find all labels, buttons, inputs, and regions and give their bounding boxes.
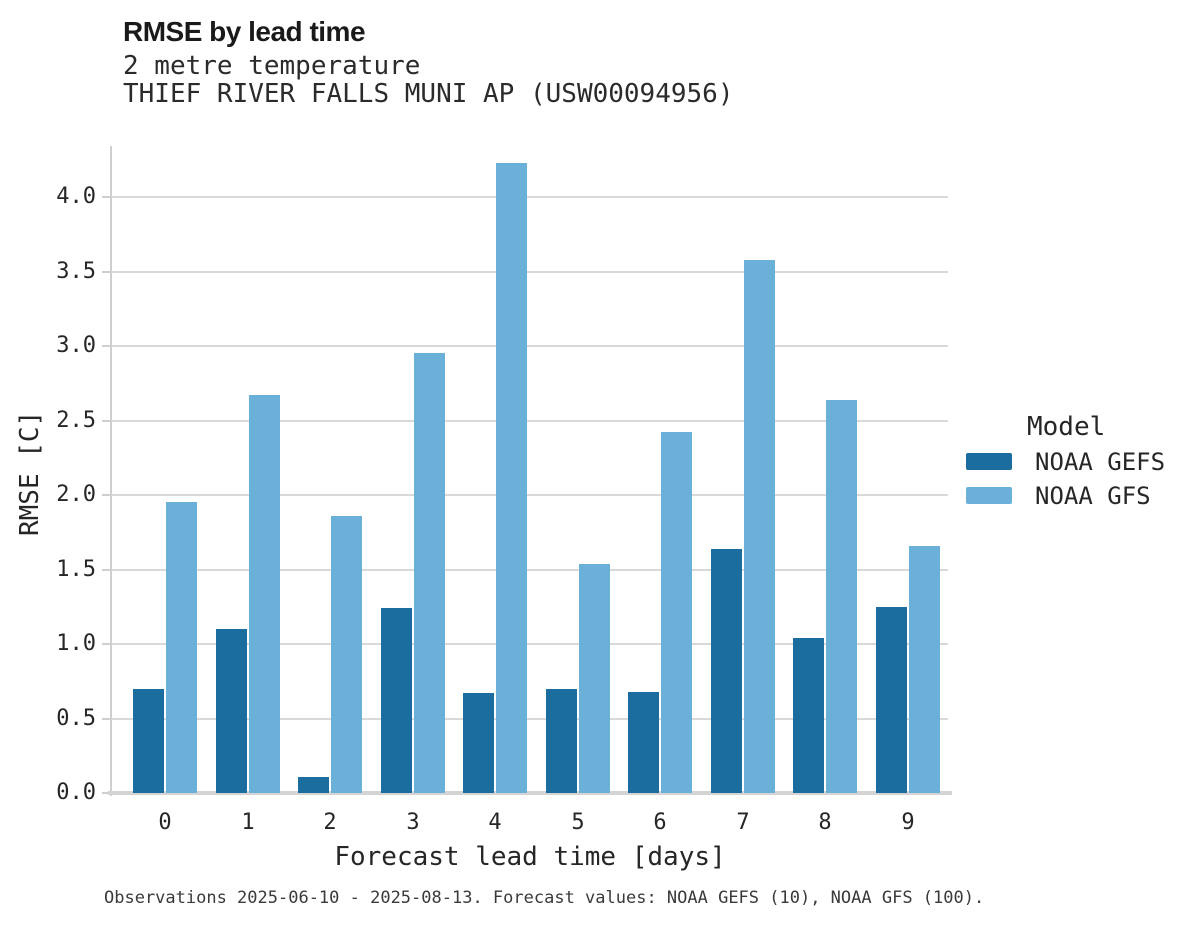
bar-noaa-gefs-lead-0	[133, 689, 164, 793]
y-tick-mark	[102, 345, 110, 347]
x-tick-label: 6	[653, 810, 667, 835]
x-tick-label: 1	[241, 810, 255, 835]
bar-noaa-gfs-lead-2	[331, 516, 362, 793]
y-tick-label: 3.5	[56, 259, 96, 284]
bar-noaa-gefs-lead-5	[546, 689, 577, 793]
x-tick-label: 7	[736, 810, 750, 835]
bar-noaa-gfs-lead-5	[579, 564, 610, 793]
bar-noaa-gfs-lead-4	[496, 163, 527, 793]
y-tick-label: 4.0	[56, 184, 96, 209]
x-axis-spine	[108, 791, 952, 795]
y-axis-label: RMSE [C]	[15, 410, 45, 536]
y-tick-mark	[102, 196, 110, 198]
y-tick-mark	[102, 569, 110, 571]
bar-noaa-gfs-lead-0	[166, 502, 197, 793]
bar-noaa-gefs-lead-7	[711, 549, 742, 793]
bar-noaa-gefs-lead-8	[793, 638, 824, 793]
bar-noaa-gefs-lead-6	[628, 692, 659, 793]
legend-label: NOAA GFS	[1035, 482, 1151, 510]
gridline-y-0.5	[112, 718, 948, 720]
gridline-y-3.0	[112, 345, 948, 347]
y-tick-label: 3.0	[56, 333, 96, 358]
gridline-y-3.5	[112, 271, 948, 273]
y-tick-mark	[102, 718, 110, 720]
legend-swatch-gfs-icon	[966, 487, 1012, 504]
y-tick-mark	[102, 494, 110, 496]
gridline-y-4.0	[112, 196, 948, 198]
y-tick-mark	[102, 643, 110, 645]
chart-caption: Observations 2025-06-10 - 2025-08-13. Fo…	[104, 888, 985, 908]
bar-noaa-gfs-lead-3	[414, 353, 445, 793]
legend-swatch-gefs-icon	[966, 453, 1012, 470]
chart-station: THIEF RIVER FALLS MUNI AP (USW00094956)	[123, 79, 734, 109]
bar-noaa-gfs-lead-6	[661, 432, 692, 793]
bar-noaa-gefs-lead-9	[876, 607, 907, 793]
bar-noaa-gfs-lead-9	[909, 546, 940, 793]
gridline-y-2.5	[112, 420, 948, 422]
x-axis-label: Forecast lead time [days]	[334, 842, 726, 872]
bar-noaa-gfs-lead-7	[744, 260, 775, 793]
chart-title: RMSE by lead time	[123, 16, 366, 47]
y-tick-label: 2.5	[56, 408, 96, 433]
y-tick-mark	[102, 271, 110, 273]
y-tick-label: 0.5	[56, 706, 96, 731]
bar-noaa-gfs-lead-8	[826, 400, 857, 793]
bar-noaa-gefs-lead-1	[216, 629, 247, 793]
chart-subtitle: 2 metre temperature	[123, 51, 421, 81]
y-tick-mark	[102, 420, 110, 422]
y-axis-spine	[110, 146, 112, 796]
gridline-y-2.0	[112, 494, 948, 496]
gridline-y-1.0	[112, 643, 948, 645]
y-tick-label: 0.0	[56, 780, 96, 805]
legend-label: NOAA GEFS	[1035, 448, 1166, 476]
bar-noaa-gefs-lead-3	[381, 608, 412, 793]
legend-title: Model	[1027, 412, 1106, 442]
x-tick-label: 9	[901, 810, 915, 835]
x-tick-label: 2	[323, 810, 337, 835]
bar-noaa-gefs-lead-2	[298, 777, 329, 793]
x-tick-label: 8	[818, 810, 832, 835]
x-tick-label: 4	[488, 810, 502, 835]
y-tick-label: 2.0	[56, 482, 96, 507]
y-tick-label: 1.5	[56, 557, 96, 582]
y-tick-label: 1.0	[56, 631, 96, 656]
x-tick-label: 0	[158, 810, 172, 835]
x-tick-label: 5	[571, 810, 585, 835]
gridline-y-1.5	[112, 569, 948, 571]
bar-noaa-gefs-lead-4	[463, 693, 494, 793]
y-tick-mark	[102, 792, 110, 794]
bar-noaa-gfs-lead-1	[249, 395, 280, 793]
x-tick-label: 3	[406, 810, 420, 835]
